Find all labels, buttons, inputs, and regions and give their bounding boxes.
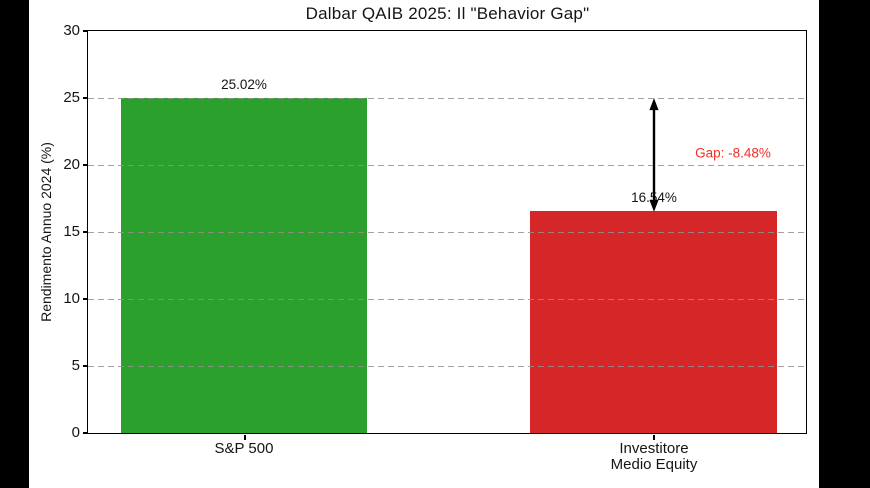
y-tick-mark — [82, 164, 87, 166]
y-tick-mark — [82, 30, 87, 32]
gridline — [88, 164, 806, 166]
gap-arrow-icon — [644, 97, 664, 217]
y-tick-mark — [82, 231, 87, 233]
y-tick-label: 25 — [63, 89, 80, 106]
x-axis-label-line: S&P 500 — [214, 440, 274, 457]
gridline — [88, 97, 806, 99]
y-axis-ticks: 0 5 10 15 20 25 30 — [29, 23, 87, 441]
x-axis-label-line: Medio Equity — [610, 456, 698, 473]
gridline — [88, 298, 806, 300]
y-tick-label: 10 — [63, 290, 80, 307]
gridline — [88, 231, 806, 233]
x-axis-label-investitore: Investitore Medio Equity — [611, 441, 698, 473]
y-tick-mark — [82, 365, 87, 367]
y-tick-mark — [82, 298, 87, 300]
plot-area: 25.02% 16.54% Gap: -8.48% — [87, 30, 807, 434]
bar-sp500 — [121, 97, 367, 433]
gridline — [88, 365, 806, 367]
y-tick-label: 30 — [63, 22, 80, 39]
x-tick-mark-investitore — [653, 435, 655, 440]
gap-annotation: Gap: -8.48% — [695, 145, 771, 161]
y-tick-label: 20 — [63, 156, 80, 173]
figure: Dalbar QAIB 2025: Il "Behavior Gap" Rend… — [29, 0, 819, 488]
y-tick-mark — [82, 432, 87, 434]
y-tick-mark — [82, 97, 87, 99]
x-axis-label-line: Investitore — [619, 440, 689, 457]
bar-value-label-sp500: 25.02% — [221, 76, 267, 92]
y-tick-label: 15 — [63, 223, 80, 240]
bar-investitore-medio-equity — [530, 211, 777, 433]
y-tick-label: 5 — [71, 357, 80, 374]
y-tick-label: 0 — [71, 424, 80, 441]
x-tick-mark-sp500 — [244, 435, 246, 440]
x-axis-label-sp500: S&P 500 — [215, 441, 274, 457]
chart-title: Dalbar QAIB 2025: Il "Behavior Gap" — [305, 4, 590, 23]
